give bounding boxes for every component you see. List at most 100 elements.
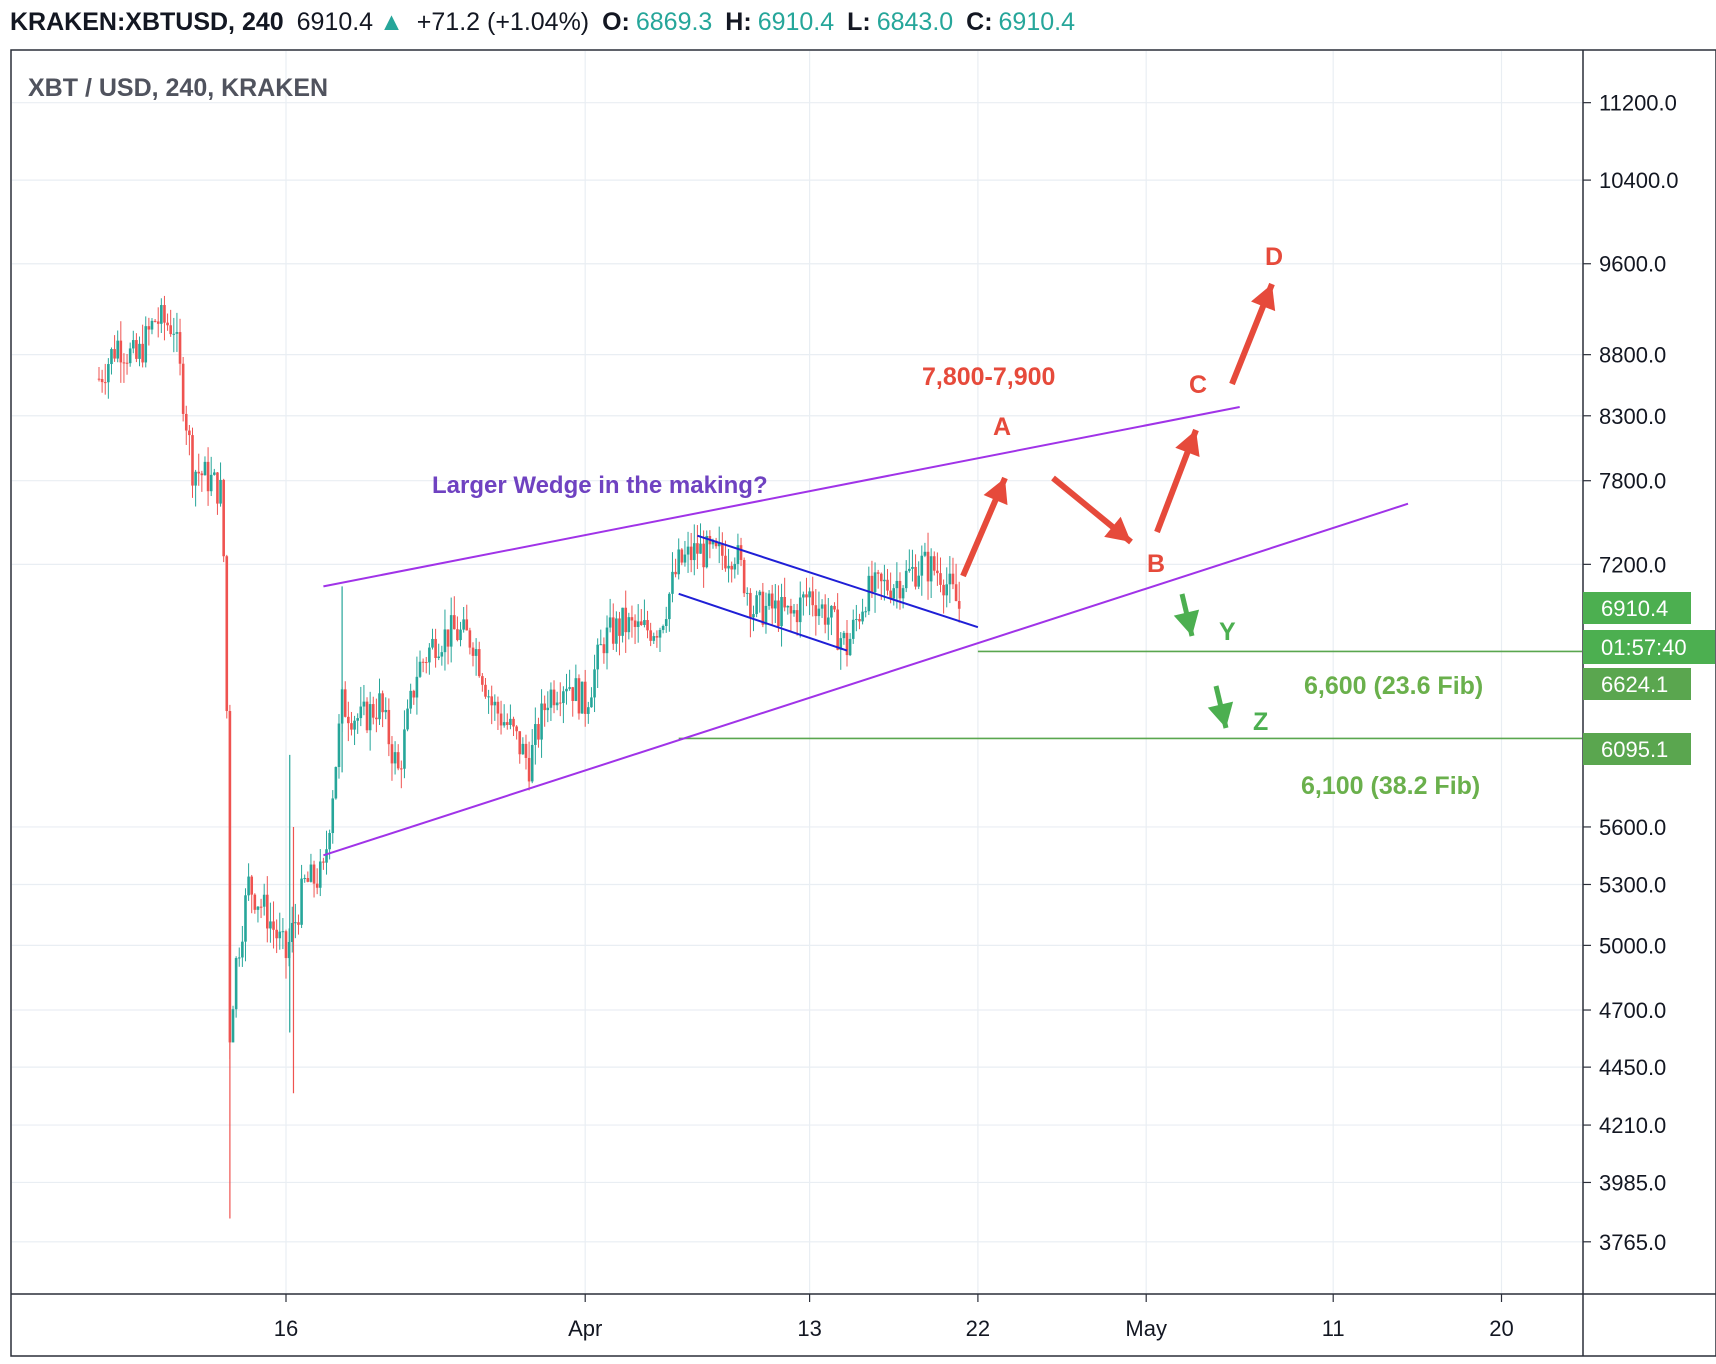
candle-body (886, 579, 889, 591)
chart-annotation: Z (1253, 708, 1268, 736)
candle-body (917, 575, 920, 587)
candle-body (945, 584, 949, 596)
candle-body (608, 617, 612, 628)
wedge-lower-line (323, 502, 1409, 857)
x-tick-label: 22 (966, 1316, 990, 1341)
candle-body (390, 744, 394, 764)
candle-body (599, 644, 603, 646)
price-tag-box (1583, 733, 1691, 765)
arrow-to-z-head (1207, 701, 1234, 728)
candle-body (705, 535, 709, 568)
candle-body (462, 619, 465, 630)
candle-body (103, 382, 107, 384)
candle-body (131, 340, 135, 349)
trend-lines-layer[interactable] (323, 406, 1409, 857)
candle-body (939, 573, 942, 585)
candle-body (795, 610, 799, 623)
candle-body (477, 649, 481, 677)
candle-body (661, 626, 665, 630)
chart-annotation: Larger Wedge in the making? (432, 472, 768, 499)
candle-body (113, 349, 116, 359)
time-axis[interactable]: 16 Apr 13 22 May 11 20 (274, 1294, 1514, 1341)
y-tick-label: 5000.0 (1599, 933, 1666, 958)
candle-body (440, 652, 444, 657)
candle-body (303, 878, 306, 880)
candle-body (188, 430, 191, 436)
candle-body (923, 551, 927, 556)
candle-body (823, 604, 827, 625)
candle-body (901, 588, 905, 599)
candle-body (247, 876, 250, 896)
candle-body (537, 724, 540, 740)
candle-body (502, 722, 506, 726)
candle-body (431, 638, 434, 648)
x-tick-label: 11 (1322, 1316, 1345, 1341)
candle-body (802, 594, 805, 598)
candle-body (116, 340, 119, 359)
candle-body (322, 861, 325, 863)
candle-body (356, 718, 359, 721)
y-tick-label: 8300.0 (1599, 404, 1666, 429)
candle-body (664, 619, 668, 627)
candle-body (191, 435, 194, 486)
arrow-to-y-head (1173, 609, 1200, 636)
candle-body (474, 649, 478, 656)
candle-body (680, 549, 684, 563)
candle-body (814, 605, 818, 617)
candle-body (253, 894, 257, 910)
candle-body (568, 687, 571, 689)
candle-body (774, 600, 777, 609)
candle-body (471, 647, 475, 656)
price-axis[interactable]: 11200.0 10400.0 9600.0 8800.0 8300.0 7800.0 72… (1583, 91, 1679, 1255)
candle-body (244, 895, 247, 942)
candle-body (468, 630, 472, 648)
candle-body (696, 543, 699, 554)
candle-body (144, 326, 148, 363)
candle-body (272, 921, 275, 930)
candle-body (596, 644, 599, 670)
candle-body (904, 570, 908, 589)
candle-body (839, 638, 843, 650)
candle-body (558, 702, 562, 704)
candle-body (175, 332, 179, 334)
candle-body (646, 620, 649, 631)
candle-body (764, 605, 768, 625)
candle-body (692, 543, 696, 561)
candle-body (496, 701, 500, 714)
candle-body (898, 580, 902, 599)
candle-body (615, 618, 618, 644)
candle-body (805, 594, 808, 598)
candle-body (290, 922, 294, 942)
candle-body (365, 701, 369, 731)
price-tag-label: 6624.1 (1601, 672, 1668, 697)
candle-body (443, 629, 447, 653)
candle-body (717, 543, 721, 547)
candle-body (375, 717, 378, 720)
candle-body (449, 615, 453, 647)
candle-body (509, 718, 512, 725)
candle-body (194, 471, 197, 486)
candle-body (275, 929, 278, 939)
low-label: L: (847, 8, 871, 36)
candle-body (256, 906, 260, 910)
candle-body (505, 722, 509, 725)
candle-body (518, 731, 522, 755)
candle-body (855, 618, 858, 620)
candle-body (512, 718, 515, 727)
candle-body (428, 647, 431, 663)
candle-body (618, 618, 621, 636)
price-tag-box (1583, 668, 1691, 700)
candle-body (574, 678, 578, 701)
symbol-name[interactable]: KRAKEN:XBTUSD, 240 (10, 8, 284, 36)
candle-body (624, 607, 628, 633)
candle-body (879, 573, 883, 582)
candle-body (156, 321, 160, 324)
chart-annotation: A (993, 413, 1011, 441)
candle-body (368, 704, 372, 731)
candle-body (730, 565, 733, 570)
candle-body (135, 340, 138, 359)
candle-body (534, 724, 537, 745)
y-tick-label: 11200.0 (1599, 91, 1677, 116)
candle-body (627, 617, 631, 633)
